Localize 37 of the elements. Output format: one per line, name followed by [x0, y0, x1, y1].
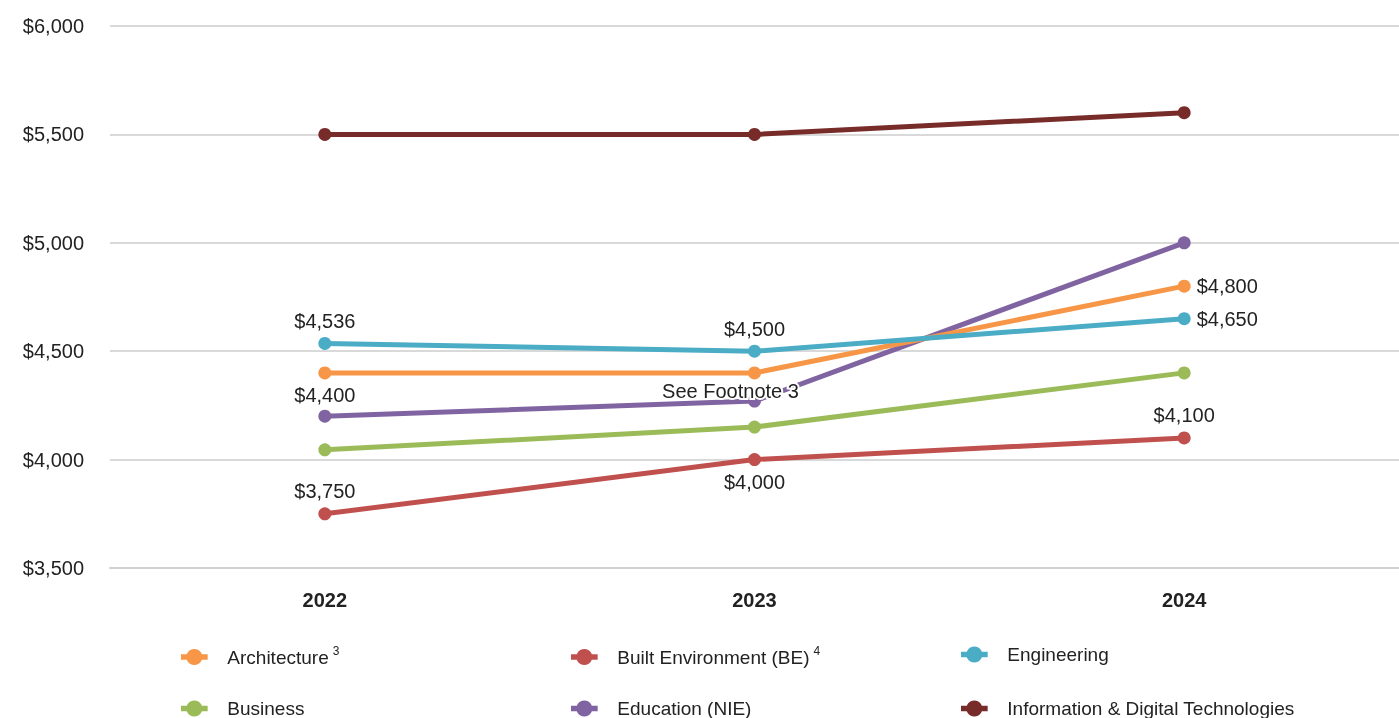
y-tick-label: $5,500 — [22, 123, 84, 146]
y-tick-label: $6,000 — [22, 15, 84, 37]
point — [748, 366, 761, 380]
legend-label: Built Environment (BE)4 — [617, 644, 821, 668]
data-label: $4,536 — [294, 309, 356, 332]
y-tick-label: $5,000 — [22, 231, 84, 254]
x-tick-label: 2022 — [302, 589, 348, 611]
y-tick-label: $3,500 — [22, 557, 84, 579]
data-label: $4,800 — [1196, 275, 1258, 298]
data-label: $4,000 — [723, 471, 786, 494]
data-label: $4,100 — [1153, 404, 1215, 427]
legend-label: Business — [227, 698, 305, 718]
point — [1177, 106, 1191, 120]
point — [748, 420, 761, 434]
x-tick-label: 2023 — [732, 589, 777, 611]
point — [318, 336, 332, 350]
point — [748, 127, 761, 141]
data-label: $3,750 — [294, 480, 356, 503]
data-label: $4,650 — [1196, 307, 1258, 330]
y-tick-label: $4,500 — [22, 340, 84, 363]
point — [318, 127, 332, 141]
point — [318, 366, 332, 380]
point — [318, 409, 332, 423]
point — [1177, 236, 1191, 250]
point — [318, 443, 332, 457]
y-tick-label: $4,000 — [22, 448, 84, 471]
point — [748, 344, 761, 358]
point — [748, 453, 761, 467]
point — [1177, 312, 1191, 326]
point — [1177, 279, 1191, 293]
data-label: $4,500 — [723, 317, 786, 340]
point — [1177, 431, 1191, 445]
legend-label: Engineering — [1007, 644, 1109, 665]
point — [318, 507, 332, 521]
x-tick-label: 2024 — [1161, 589, 1208, 611]
point — [1177, 366, 1191, 380]
data-label: $4,400 — [294, 384, 356, 407]
